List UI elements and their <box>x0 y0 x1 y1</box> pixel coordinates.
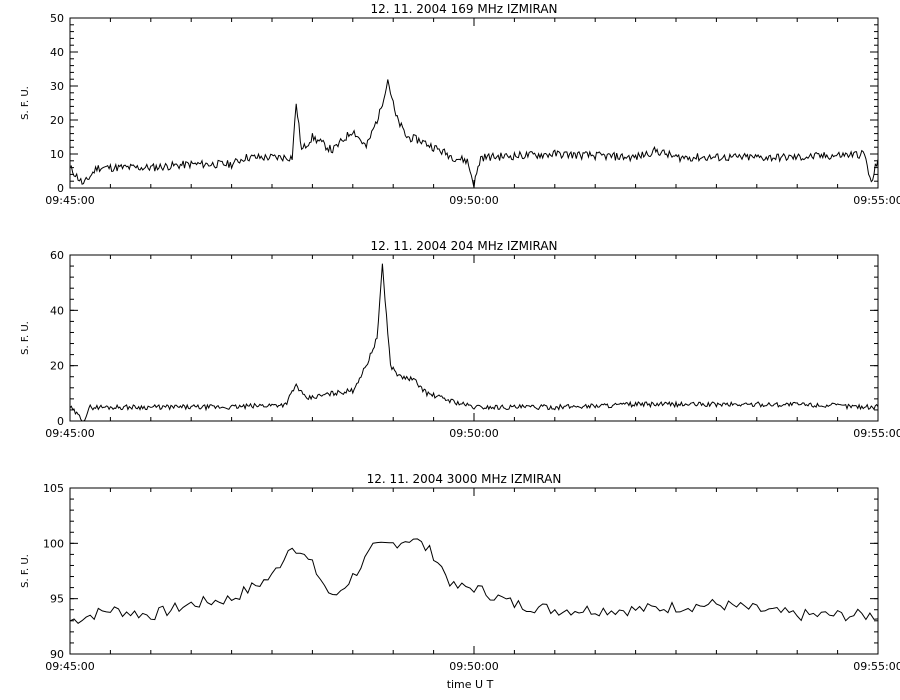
series-line-1 <box>69 79 879 188</box>
x-tick-label: 09:55:00 <box>853 194 900 207</box>
y-axis-label-2: S. F. U. <box>20 321 31 355</box>
y-axis-label-1: S. F. U. <box>20 86 31 120</box>
plot-frame-3 <box>69 487 879 655</box>
x-tick-label: 09:45:00 <box>45 427 94 440</box>
y-tick-label: 0 <box>57 415 64 428</box>
x-tick-label: 09:50:00 <box>449 194 498 207</box>
chart-title-1: 12. 11. 2004 169 MHz IZMIRAN <box>370 2 557 16</box>
y-tick-label: 90 <box>50 648 64 661</box>
y-tick-label: 20 <box>50 114 64 127</box>
x-tick-label: 09:55:00 <box>853 660 900 673</box>
y-tick-label: 60 <box>50 249 64 262</box>
y-tick-label: 40 <box>50 304 64 317</box>
x-tick-label: 09:45:00 <box>45 660 94 673</box>
y-axis-label-3: S. F. U. <box>20 554 31 588</box>
x-tick-label: 09:55:00 <box>853 427 900 440</box>
y-tick-label: 100 <box>43 537 64 550</box>
series-line-2 <box>69 263 879 422</box>
chart-title-3: 12. 11. 2004 3000 MHz IZMIRAN <box>367 472 562 486</box>
y-tick-label: 20 <box>50 360 64 373</box>
y-tick-label: 40 <box>50 46 64 59</box>
chart-title-2: 12. 11. 2004 204 MHz IZMIRAN <box>370 239 557 253</box>
y-tick-label: 95 <box>50 593 64 606</box>
y-tick-label: 0 <box>57 182 64 195</box>
x-tick-label: 09:50:00 <box>449 660 498 673</box>
y-tick-label: 50 <box>50 12 64 25</box>
y-tick-label: 30 <box>50 80 64 93</box>
x-tick-label: 09:45:00 <box>45 194 94 207</box>
plot-frame-2 <box>69 254 879 422</box>
x-tick-label: 09:50:00 <box>449 427 498 440</box>
x-axis-label: time U T <box>447 678 494 691</box>
series-line-3 <box>69 538 879 624</box>
y-tick-label: 10 <box>50 148 64 161</box>
y-tick-label: 105 <box>43 482 64 495</box>
